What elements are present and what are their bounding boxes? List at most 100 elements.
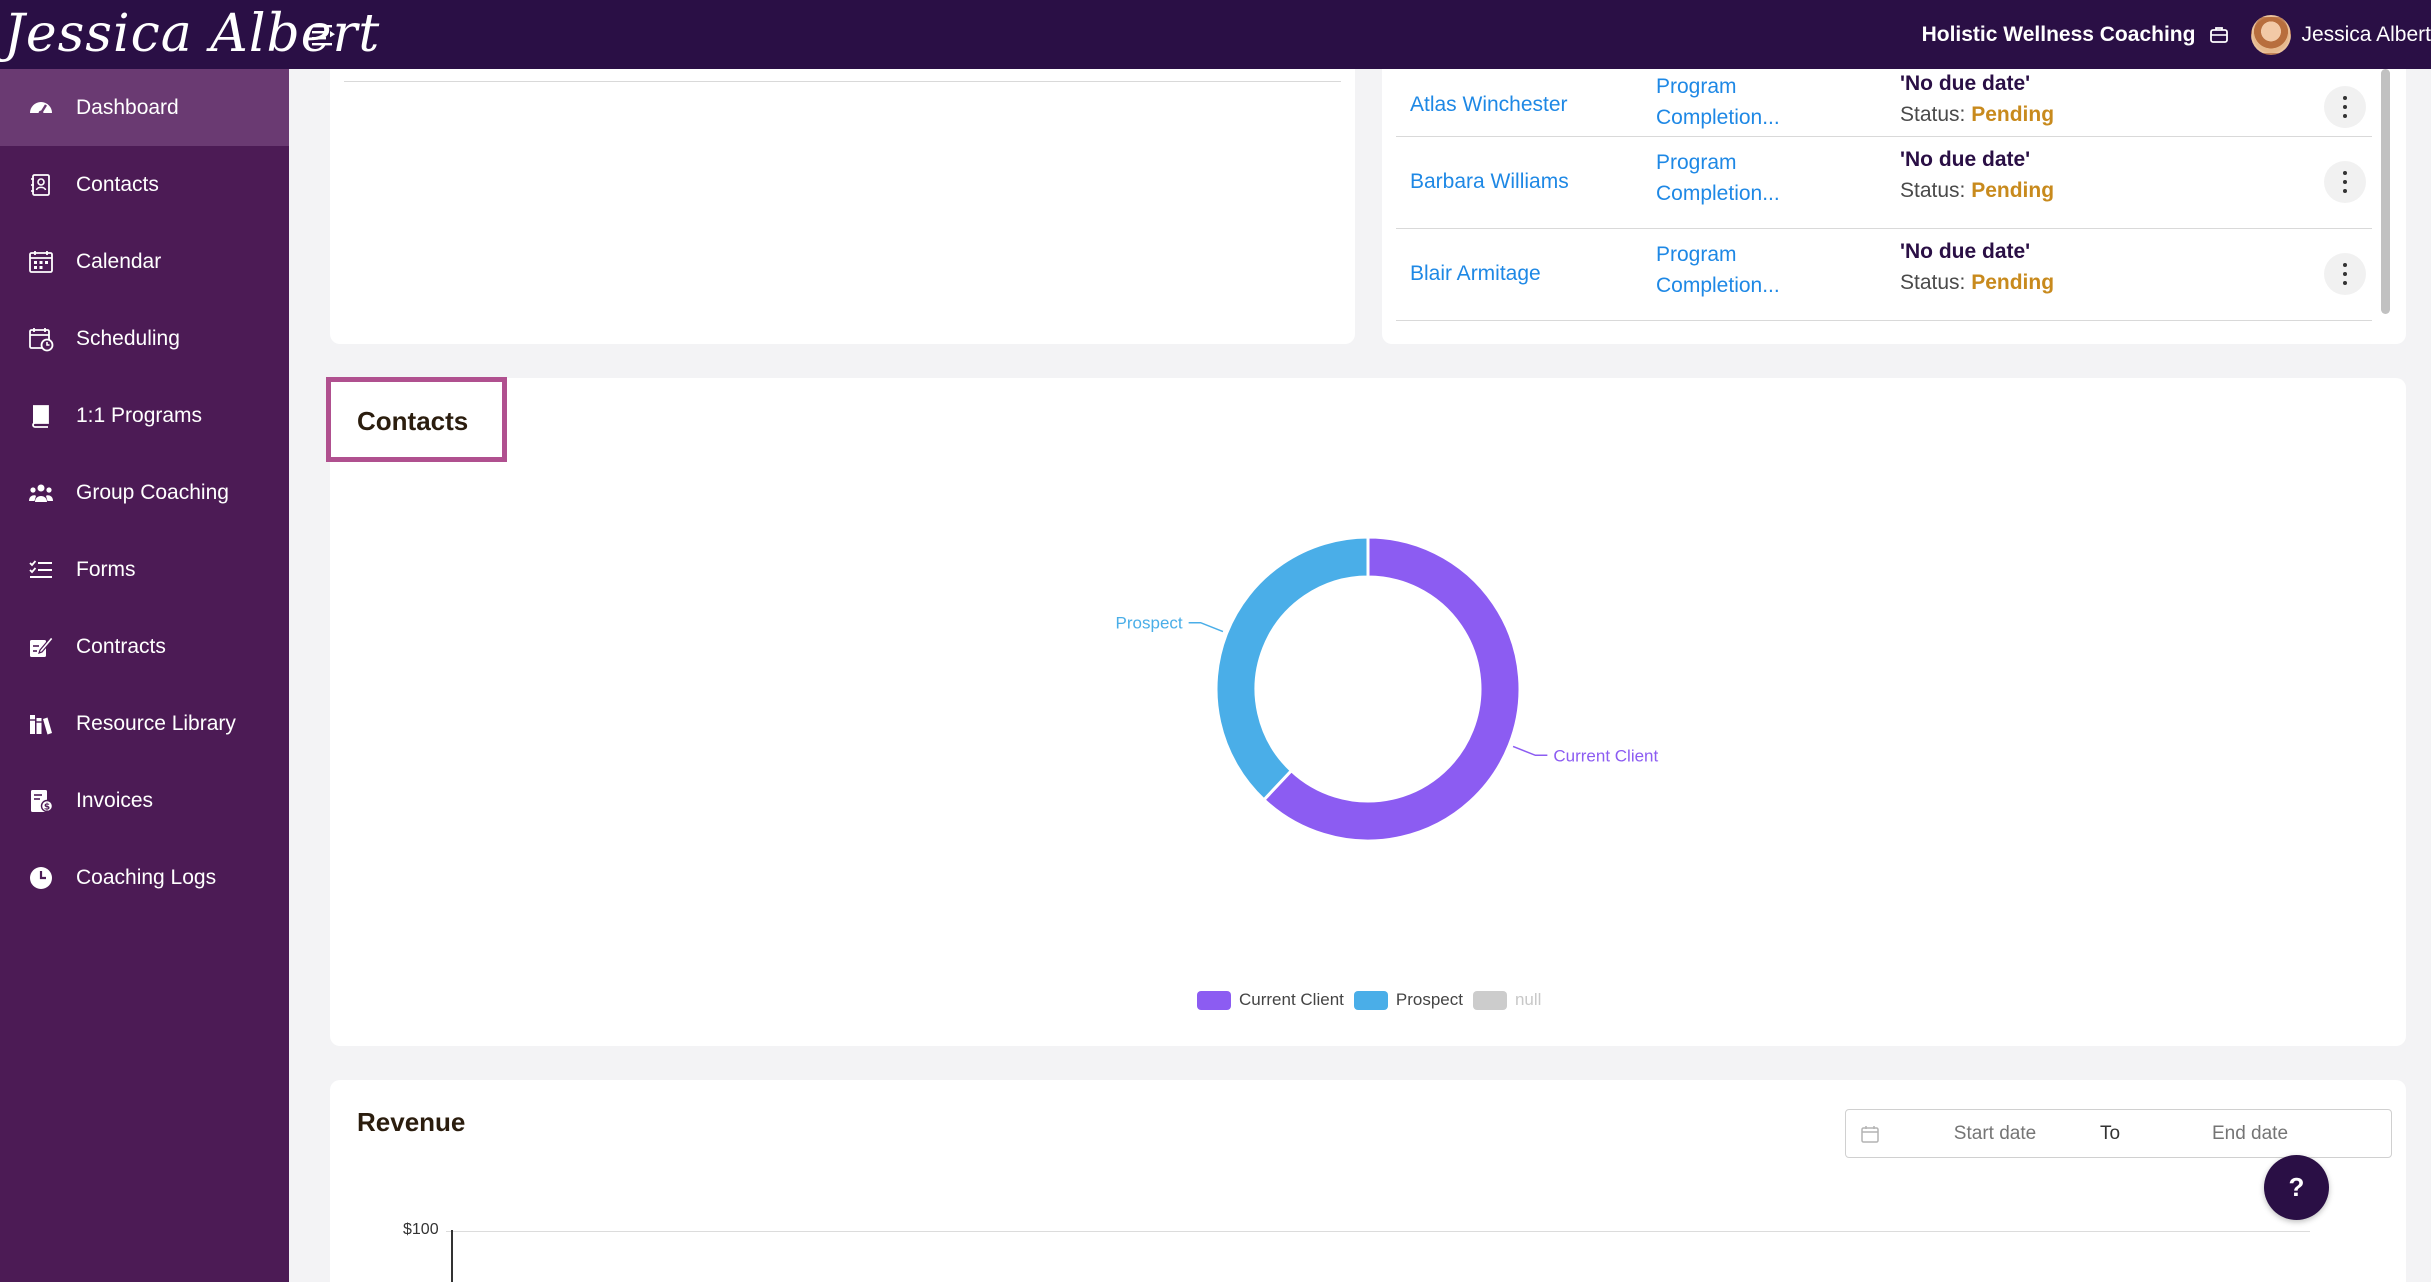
more-options-icon[interactable]: [2324, 253, 2366, 295]
contract-icon: [30, 635, 54, 657]
contacts-donut-chart: Current Client Prospect: [1116, 535, 1659, 843]
sidebar-item-resource-library[interactable]: Resource Library: [0, 685, 289, 762]
task-status: Status: Pending: [1900, 179, 2054, 203]
task-contact-link[interactable]: Atlas Winchester: [1410, 93, 1568, 116]
group-icon: [29, 484, 53, 502]
slice-label-leader: [1188, 621, 1224, 633]
task-program-line1: Program: [1656, 151, 1737, 174]
legend-item-current-client[interactable]: Current Client: [1197, 990, 1344, 1010]
status-badge: Pending: [1971, 179, 2055, 202]
library-icon: [30, 714, 52, 734]
sidebar-item-label: 1:1 Programs: [76, 403, 203, 427]
contacts-card-title: Contacts: [357, 406, 469, 436]
donut-slice-prospect[interactable]: [1214, 535, 1370, 802]
task-program-line2: Completion...: [1656, 274, 1780, 297]
task-status: Status: Pending: [1900, 271, 2054, 295]
sidebar-item-label: Coaching Logs: [76, 865, 217, 889]
sidebar-item-label: Group Coaching: [76, 480, 229, 504]
sidebar-item-contracts[interactable]: Contracts: [0, 608, 289, 685]
tasks-card: Atlas Winchester Program Completion... 'N…: [1382, 69, 2406, 344]
top-bar: Jessica Albert Holistic Wellness Coachin…: [0, 0, 2431, 69]
scheduling-icon: [29, 327, 54, 351]
contacts-card: [330, 378, 2406, 1046]
legend-swatch: [1472, 990, 1507, 1010]
sidebar-item-contacts[interactable]: Contacts: [0, 146, 289, 223]
donut-slice-current-client[interactable]: [1261, 535, 1522, 843]
task-program-link[interactable]: Program Completion...: [1656, 147, 1780, 209]
avatar[interactable]: [2251, 14, 2292, 55]
sidebar-item-forms[interactable]: Forms: [0, 531, 289, 608]
task-program-line1: Program: [1656, 243, 1737, 266]
task-due-date: 'No due date': [1900, 72, 2031, 95]
status-badge: Pending: [1971, 103, 2055, 126]
dashboard-icon: [30, 101, 52, 115]
contacts-title-highlight: [326, 377, 507, 462]
slice-label-leader: [1512, 745, 1548, 757]
task-program-link[interactable]: Program Completion...: [1656, 71, 1780, 133]
task-due-date: 'No due date': [1900, 148, 2031, 171]
chart-legend: Current Client Prospect null: [1197, 990, 1551, 1010]
book-icon: [32, 404, 49, 428]
status-label: Status:: [1900, 271, 1966, 294]
tasks-scrollbar[interactable]: [2381, 69, 2390, 314]
sidebar-item-label: Scheduling: [76, 326, 180, 350]
task-program-line2: Completion...: [1656, 182, 1780, 205]
legend-label: null: [1514, 990, 1542, 1009]
user-name[interactable]: Jessica Albert: [2301, 22, 2431, 46]
table-row[interactable]: Barbara Williams Program Completion... 'N…: [1396, 137, 2372, 229]
help-button[interactable]: ?: [2264, 1155, 2329, 1220]
sidebar-item-dashboard[interactable]: Dashboard: [0, 69, 289, 146]
sidebar-item-label: Invoices: [76, 788, 154, 812]
legend-swatch: [1197, 990, 1231, 1010]
sidebar-item-label: Resource Library: [76, 711, 236, 735]
more-options-icon[interactable]: [2324, 161, 2366, 203]
date-range-separator: To: [2099, 1122, 2121, 1144]
end-date-input[interactable]: [2150, 1122, 2350, 1145]
sidebar-item-group-coaching[interactable]: Group Coaching: [0, 454, 289, 531]
divider: [344, 81, 1341, 82]
sidebar-item-label: Forms: [76, 557, 136, 581]
legend-label: Prospect: [1395, 990, 1463, 1009]
sidebar-item-invoices[interactable]: $ Invoices: [0, 762, 289, 839]
start-date-input[interactable]: [1900, 1122, 2090, 1145]
slice-label: Prospect: [1116, 614, 1183, 633]
contacts-icon: [31, 173, 50, 196]
sidebar-item-coaching-logs[interactable]: Coaching Logs: [0, 839, 289, 916]
sidebar-item-label: Calendar: [76, 249, 162, 273]
organization-name[interactable]: Holistic Wellness Coaching: [1921, 22, 2196, 46]
table-row[interactable]: Blair Armitage Program Completion... 'No …: [1396, 229, 2372, 321]
calendar-icon: [29, 250, 53, 273]
menu-toggle-icon[interactable]: [310, 20, 338, 48]
status-label: Status:: [1900, 103, 1966, 126]
task-program-link[interactable]: Program Completion...: [1656, 239, 1780, 301]
sidebar-item-label: Contacts: [76, 172, 159, 196]
revenue-y-axis: [451, 1230, 453, 1282]
sidebar-item-1-1-programs[interactable]: 1:1 Programs: [0, 377, 289, 454]
task-status: Status: Pending: [1900, 103, 2054, 127]
legend-item-prospect[interactable]: Prospect: [1353, 990, 1463, 1010]
table-row[interactable]: Atlas Winchester Program Completion... 'N…: [1396, 69, 2372, 137]
task-contact-link[interactable]: Blair Armitage: [1410, 262, 1541, 285]
brand-name: Jessica Albert: [4, 4, 381, 64]
task-program-line1: Program: [1656, 75, 1737, 98]
legend-label: Current Client: [1239, 990, 1344, 1009]
sidebar-item-calendar[interactable]: Calendar: [0, 223, 289, 300]
sidebar-item-label: Dashboard: [76, 95, 179, 119]
legend-item-null[interactable]: null: [1472, 990, 1542, 1010]
date-range-picker[interactable]: To: [1845, 1109, 2392, 1158]
task-contact-link[interactable]: Barbara Williams: [1410, 170, 1569, 193]
brand-logo[interactable]: Jessica Albert: [0, 0, 379, 69]
clock-icon: [30, 866, 52, 889]
more-options-icon[interactable]: [2324, 86, 2366, 128]
sidebar-item-scheduling[interactable]: Scheduling: [0, 300, 289, 377]
forms-icon: [29, 559, 52, 578]
account-area: Holistic Wellness Coaching Jessica Alber…: [1922, 0, 2431, 69]
invoice-icon: $: [31, 789, 54, 812]
status-label: Status:: [1900, 179, 1966, 202]
revenue-card-title: Revenue: [357, 1107, 466, 1137]
sidebar: Dashboard Contacts Calendar: [0, 69, 289, 1282]
task-due-date: 'No due date': [1900, 240, 2031, 263]
slice-label: Current Client: [1553, 746, 1658, 765]
briefcase-icon[interactable]: [2209, 25, 2229, 45]
calendar-icon: [1861, 1125, 1879, 1143]
